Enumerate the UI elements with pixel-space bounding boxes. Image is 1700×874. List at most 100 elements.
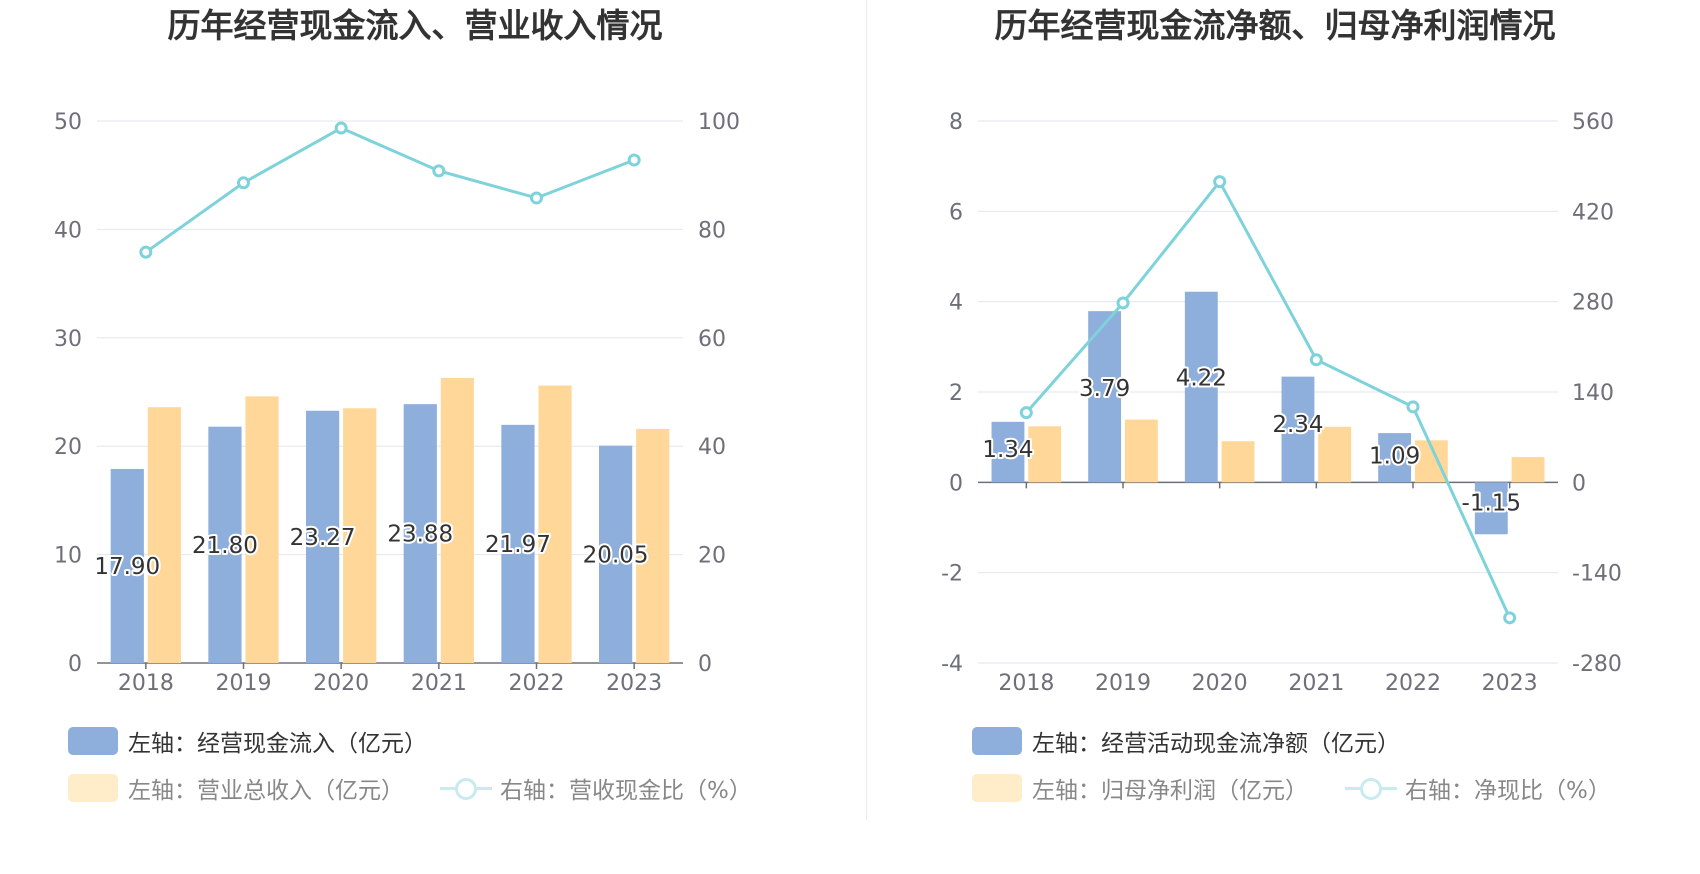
x-axis-tick-label: 2023	[606, 671, 662, 696]
bar-primary	[1281, 376, 1315, 483]
x-axis-tick-label: 2018	[998, 671, 1054, 696]
y-axis-right-tick-label: 280	[1572, 291, 1614, 316]
bar-primary	[1378, 433, 1412, 483]
chart-plot-area: 0 10 20 30 40 50 0 20 40 60 80 100 2018 2019 2020 2021 2…	[54, 110, 740, 696]
bar-data-label: 21.97	[485, 532, 551, 558]
bar-primary	[306, 410, 340, 663]
legend-item-cash-inflow[interactable]: 左轴：经营现金流入（亿元）	[68, 724, 427, 758]
y-axis-right-tick-label: 0	[1572, 471, 1586, 496]
bar-data-label: 17.90	[94, 554, 160, 580]
bar-data-label: 23.88	[387, 522, 453, 548]
x-axis-tick-label: 2022	[1385, 671, 1441, 696]
x-axis-tick-label: 2021	[411, 671, 467, 696]
ratio-point	[1406, 400, 1420, 414]
bar-primary	[501, 424, 535, 663]
bar-data-label: 3.79	[1079, 376, 1130, 402]
chart-panel-left: 历年经营现金流入、营业收入情况 0 10 20 30 40 50 0 20 40 60 80 100 2…	[54, 6, 752, 805]
y-axis-right-tick-label: 60	[698, 327, 726, 352]
ratio-point	[1213, 175, 1227, 189]
chart-panel-right: 历年经营现金流净额、归母净利润情况 -4 -2 0 2 4 6 8 -280 -140 0 140 2…	[850, 0, 1700, 874]
y-axis-left-tick-label: 0	[68, 652, 82, 677]
x-axis-tick-label: 2019	[1095, 671, 1151, 696]
ratio-point	[1309, 353, 1323, 367]
ratio-point	[1503, 611, 1517, 625]
y-axis-right-tick-label: 80	[698, 218, 726, 243]
ratio-point	[530, 191, 543, 205]
ratio-point	[1116, 296, 1130, 310]
bar-primary	[1474, 482, 1508, 535]
chart-plot-area: -4 -2 0 2 4 6 8 -280 -140 0 140 280 420 560 2018 2019 20…	[941, 110, 1622, 696]
x-axis-tick-label: 2020	[1192, 671, 1248, 696]
ratio-point	[139, 245, 153, 259]
y-axis-left-tick-label: 0	[949, 471, 963, 496]
y-axis-right-tick-label: 20	[698, 544, 726, 569]
bar-secondary	[440, 377, 474, 663]
legend-label: 左轴：营业总收入（亿元）	[128, 778, 404, 804]
x-axis-tick-label: 2023	[1482, 671, 1538, 696]
legend-swatch	[972, 727, 1022, 755]
bar-primary	[403, 404, 437, 663]
ratio-point	[1019, 406, 1033, 420]
y-axis-left-tick-label: 10	[54, 544, 82, 569]
y-axis-left-tick-label: 2	[949, 381, 963, 406]
legend-line-swatch	[1345, 774, 1397, 802]
legend-label: 右轴：营收现金比（%）	[500, 778, 752, 804]
legend-label: 左轴：归母净利润（亿元）	[1032, 778, 1308, 804]
bar-data-label: 4.22	[1176, 366, 1227, 392]
y-axis-right-tick-label: 40	[698, 435, 726, 460]
bar-data-label: 2.34	[1272, 412, 1323, 438]
legend-label: 左轴：经营活动现金流净额（亿元）	[1032, 731, 1400, 757]
y-axis-left-tick-label: 6	[949, 200, 963, 225]
legend-swatch	[68, 774, 118, 802]
y-axis-left-tick-label: -2	[941, 562, 963, 587]
y-axis-right-tick-label: 100	[698, 110, 740, 135]
y-axis-right-tick-label: 560	[1572, 110, 1614, 135]
x-axis-tick-label: 2019	[216, 671, 272, 696]
bar-secondary	[538, 385, 572, 663]
legend-swatch	[972, 774, 1022, 802]
bar-secondary	[147, 407, 181, 663]
bar-data-label: 1.09	[1369, 443, 1420, 469]
bar-primary	[110, 468, 144, 663]
y-axis-right-tick-label: -140	[1572, 562, 1622, 587]
bar-secondary	[245, 396, 279, 663]
y-axis-left-tick-label: 40	[54, 218, 82, 243]
ratio-point	[627, 153, 641, 167]
y-axis-left-tick-label: 30	[54, 327, 82, 352]
panel-divider	[866, 0, 867, 820]
x-axis-tick-label: 2018	[118, 671, 174, 696]
legend-item-net-profit[interactable]: 左轴：归母净利润（亿元）	[972, 771, 1308, 805]
legend-item-net-cash-ratio[interactable]: 右轴：净现比（%）	[1345, 771, 1611, 805]
bar-data-label: 20.05	[583, 542, 649, 568]
y-axis-left-tick-label: 4	[949, 291, 963, 316]
y-axis-left-tick-label: 50	[54, 110, 82, 135]
ratio-point	[334, 121, 348, 135]
bar-secondary	[1221, 441, 1255, 483]
bar-primary	[1184, 291, 1218, 483]
ratio-point	[237, 176, 250, 190]
bar-secondary	[636, 428, 670, 663]
chart-title: 历年经营现金流净额、归母净利润情况	[994, 6, 1556, 45]
bar-primary	[991, 421, 1025, 483]
bar-secondary	[1028, 426, 1062, 483]
bar-data-label: 21.80	[192, 533, 258, 559]
chart-title: 历年经营现金流入、营业收入情况	[167, 6, 663, 45]
bar-secondary	[343, 408, 377, 663]
y-axis-right-tick-label: 420	[1572, 200, 1614, 225]
bar-primary	[1088, 311, 1122, 483]
bar-data-label: 1.34	[982, 437, 1033, 463]
legend-swatch	[68, 727, 118, 755]
y-axis-right-tick-label: 140	[1572, 381, 1614, 406]
ratio-line	[1025, 178, 1512, 619]
bar-primary	[208, 426, 242, 663]
bar-primary	[599, 445, 633, 663]
y-axis-left-tick-label: 20	[54, 435, 82, 460]
legend-item-ratio[interactable]: 右轴：营收现金比（%）	[440, 771, 752, 805]
bar-data-label: 23.27	[290, 525, 356, 551]
legend-item-operating-cash-net[interactable]: 左轴：经营活动现金流净额（亿元）	[972, 724, 1400, 758]
y-axis-right-tick-label: 0	[698, 652, 712, 677]
legend-label: 左轴：经营现金流入（亿元）	[128, 731, 427, 757]
y-axis-right-tick-label: -280	[1572, 652, 1622, 677]
x-axis-tick-label: 2021	[1288, 671, 1344, 696]
legend-item-revenue[interactable]: 左轴：营业总收入（亿元）	[68, 771, 404, 805]
